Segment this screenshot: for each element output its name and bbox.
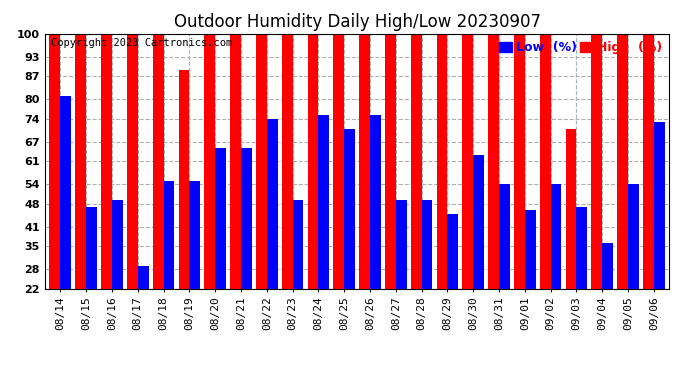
Bar xyxy=(385,34,396,361)
Bar xyxy=(282,34,293,361)
Bar xyxy=(576,207,587,361)
Bar xyxy=(591,34,602,361)
Bar xyxy=(333,34,344,361)
Bar xyxy=(422,201,433,361)
Bar xyxy=(138,266,148,361)
Bar xyxy=(112,201,123,361)
Bar xyxy=(396,201,406,361)
Bar xyxy=(411,34,422,361)
Bar xyxy=(75,34,86,361)
Bar xyxy=(86,207,97,361)
Bar xyxy=(540,34,551,361)
Bar xyxy=(628,184,639,361)
Bar xyxy=(204,34,215,361)
Bar xyxy=(101,34,112,361)
Bar xyxy=(318,116,329,361)
Bar xyxy=(256,34,267,361)
Bar xyxy=(617,34,628,361)
Bar xyxy=(230,34,241,361)
Bar xyxy=(602,243,613,361)
Bar xyxy=(293,201,304,361)
Bar xyxy=(473,155,484,361)
Bar xyxy=(60,96,71,361)
Bar xyxy=(267,119,277,361)
Bar xyxy=(127,34,138,361)
Bar xyxy=(514,34,525,361)
Bar xyxy=(50,34,60,361)
Bar xyxy=(462,34,473,361)
Bar xyxy=(189,181,200,361)
Bar xyxy=(488,34,499,361)
Bar xyxy=(499,184,510,361)
Bar xyxy=(447,213,458,361)
Bar xyxy=(241,148,252,361)
Bar xyxy=(551,184,562,361)
Bar xyxy=(215,148,226,361)
Bar xyxy=(643,34,654,361)
Legend: Low  (%), High  (%): Low (%), High (%) xyxy=(498,40,663,56)
Bar xyxy=(308,34,318,361)
Bar xyxy=(654,122,664,361)
Bar xyxy=(525,210,535,361)
Text: Copyright 2023 Cartronics.com: Copyright 2023 Cartronics.com xyxy=(51,38,233,48)
Bar xyxy=(152,34,164,361)
Bar xyxy=(370,116,381,361)
Bar xyxy=(164,181,175,361)
Bar xyxy=(359,34,370,361)
Title: Outdoor Humidity Daily High/Low 20230907: Outdoor Humidity Daily High/Low 20230907 xyxy=(174,13,540,31)
Bar xyxy=(566,129,576,361)
Bar xyxy=(437,34,447,361)
Bar xyxy=(179,70,189,361)
Bar xyxy=(344,129,355,361)
